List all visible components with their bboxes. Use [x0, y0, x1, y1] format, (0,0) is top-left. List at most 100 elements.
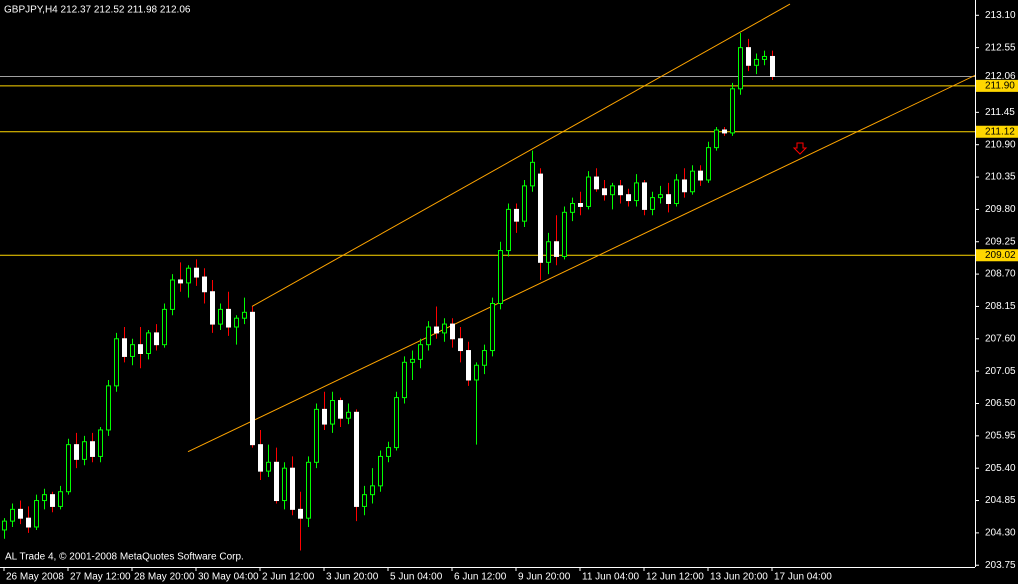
candle-body: [690, 170, 695, 193]
candle-body: [98, 429, 103, 457]
candle-body: [546, 241, 551, 263]
candle-body: [330, 400, 335, 425]
candle-body: [274, 461, 279, 502]
price-label: 211.90: [985, 81, 1015, 92]
candle-body: [506, 208, 511, 252]
y-tick-label: 213.10: [985, 10, 1016, 21]
price-label: 211.12: [985, 126, 1015, 137]
x-tick-label: 3 Jun 20:00: [326, 572, 379, 583]
candle-body: [282, 467, 287, 502]
y-tick-label: 204.85: [985, 495, 1016, 506]
candle-body: [178, 279, 183, 284]
candle-body: [578, 203, 583, 207]
candle-body: [362, 494, 367, 507]
x-tick-label: 2 Jun 12:00: [262, 572, 315, 583]
candle-body: [666, 194, 671, 205]
candle-body: [354, 411, 359, 507]
price-label: 209.02: [985, 250, 1016, 261]
candle-body: [90, 441, 95, 457]
candle-body: [618, 185, 623, 196]
candle-body: [650, 197, 655, 210]
candle-body: [466, 350, 471, 381]
candle-body: [290, 467, 295, 510]
candle-body: [474, 364, 479, 381]
x-tick-label: 30 May 04:00: [198, 572, 259, 583]
x-tick-label: 17 Jun 04:00: [774, 572, 832, 583]
candle-body: [418, 344, 423, 360]
candle-body: [338, 400, 343, 419]
candle-body: [714, 129, 719, 149]
candle-body: [18, 508, 23, 519]
candle-body: [306, 461, 311, 519]
candle-body: [106, 385, 111, 431]
candle-body: [562, 211, 567, 257]
y-tick-label: 207.60: [985, 333, 1016, 344]
candle-body: [586, 176, 591, 207]
candle-body: [514, 208, 519, 222]
price-label-box: [976, 249, 1018, 262]
candle-body: [754, 58, 759, 66]
x-tick-label: 9 Jun 20:00: [518, 572, 571, 583]
y-tick-label: 207.05: [985, 366, 1016, 377]
candle-body: [114, 338, 119, 387]
candle-body: [378, 455, 383, 487]
candle-body: [450, 323, 455, 340]
candle-body: [594, 176, 599, 190]
candle-body: [730, 88, 735, 134]
candle-body: [458, 338, 463, 352]
candle-body: [634, 182, 639, 202]
y-tick-label: 209.80: [985, 204, 1016, 215]
price-label-box: [976, 79, 1018, 92]
candle-body: [10, 508, 15, 522]
trendline: [187, 74, 975, 453]
y-tick-label: 205.95: [985, 430, 1016, 441]
candle-body: [394, 397, 399, 449]
y-tick-label: 205.40: [985, 463, 1016, 474]
candle-body: [66, 444, 71, 493]
candle-body: [314, 408, 319, 463]
price-label: 212.06: [985, 71, 1016, 82]
y-tick-label: 208.70: [985, 269, 1016, 280]
candle-body: [170, 279, 175, 310]
candle-body: [50, 494, 55, 507]
candle-body: [146, 332, 151, 354]
candle-body: [242, 311, 247, 319]
candle-body: [722, 129, 727, 134]
trendline: [251, 3, 791, 307]
candle-body: [26, 517, 31, 528]
y-tick-label: 210.90: [985, 139, 1016, 150]
candle-body: [162, 308, 167, 346]
candle-body: [770, 55, 775, 77]
x-tick-label: 28 May 20:00: [134, 572, 195, 583]
candle-body: [538, 173, 543, 263]
candle-body: [706, 147, 711, 181]
candle-body: [530, 161, 535, 187]
candle-body: [762, 55, 767, 60]
candle-body: [674, 179, 679, 205]
candle-body: [402, 361, 407, 399]
candle-body: [266, 461, 271, 472]
candle-body: [186, 267, 191, 284]
candle-body: [434, 326, 439, 334]
candle-body: [130, 344, 135, 357]
y-tick-label: 203.75: [985, 560, 1016, 571]
candle-body: [698, 170, 703, 181]
y-tick-label: 211.45: [985, 107, 1015, 118]
plot-area: [0, 3, 975, 551]
y-tick-label: 212.55: [985, 42, 1016, 53]
candle-body: [658, 194, 663, 199]
candle-body: [2, 520, 7, 531]
candle-body: [346, 411, 351, 419]
candle-body: [554, 241, 559, 257]
candle-body: [202, 276, 207, 293]
candle-body: [442, 323, 447, 334]
y-tick-label: 206.50: [985, 398, 1016, 409]
candle-body: [370, 485, 375, 496]
candle-body: [258, 444, 263, 472]
candle-body: [410, 358, 415, 363]
candle-body: [210, 291, 215, 325]
candle-body: [82, 441, 87, 460]
candle-body: [298, 508, 303, 519]
